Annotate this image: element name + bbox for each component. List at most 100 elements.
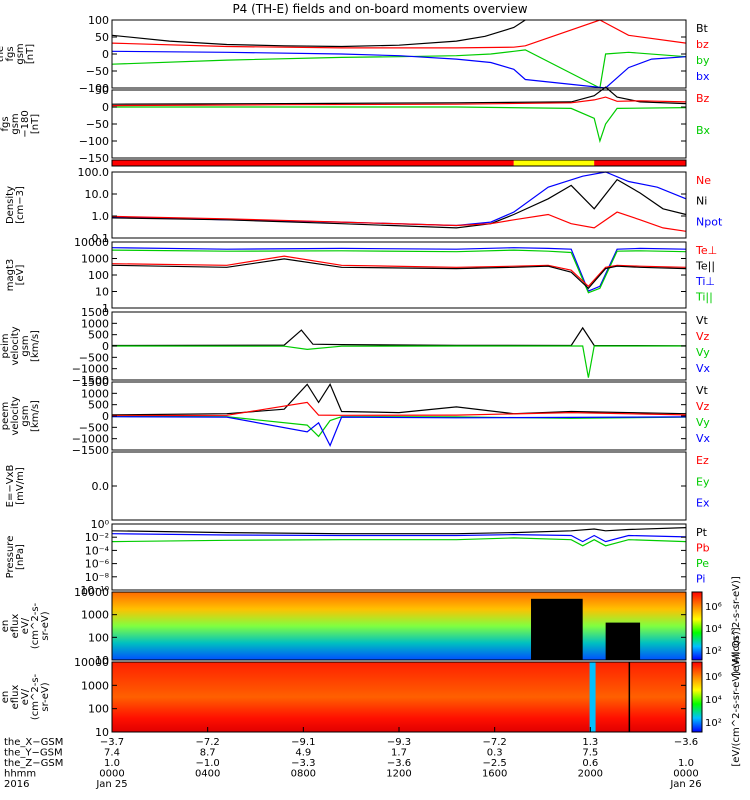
panel-frame [111, 171, 687, 239]
y-tick-label: 10000 [74, 586, 109, 599]
x-row-label: the_X−GSM [4, 737, 63, 748]
y-tick-label: 10000 [74, 236, 109, 249]
x-row-value: Jan 25 [95, 779, 127, 790]
colorbar-label: [eV/(cm^2-s-sr-eV) (All Qs)] [731, 627, 742, 766]
y-axis-label-line: velocity [10, 326, 21, 365]
legend-item: Npot [696, 215, 723, 228]
legend-item: Te⊥ [695, 244, 717, 257]
y-axis-label-line: sr-eV) [40, 611, 51, 640]
spectrogram-feature [589, 662, 596, 732]
series-fgs_gsm-bz [111, 19, 687, 49]
y-tick-label: −1500 [72, 374, 109, 387]
x-row-value: 1600 [482, 769, 507, 780]
y-tick-label: 1000 [81, 609, 109, 622]
spectrogram-feature [628, 662, 631, 732]
panel-peer_spectrogram: 10000 1000 100 10 thepeerenefluxeV/(cm^2-s-s… [0, 656, 687, 739]
panel-frame [111, 89, 687, 159]
y-axis-label-line: peem [0, 402, 11, 430]
x-row-value: 0.6 [582, 758, 598, 769]
legend-item: Vz [696, 330, 710, 343]
colorbar-label-text: [eV/(cm^2-s-sr-eV) (All Qs)] [731, 627, 742, 766]
legend-item: Ti⊥ [695, 275, 715, 288]
x-row-value: 2000 [578, 769, 603, 780]
y-tick-label: 50 [95, 31, 109, 44]
y-tick-label: −500 [79, 351, 109, 364]
y-axis-label-line: gsm [10, 113, 21, 134]
y-tick-label: 0 [102, 101, 109, 114]
x-row-value: −2.5 [483, 758, 507, 769]
y-axis-label: thepeirenefluxeV/(cm^2-s-sr-eV) [0, 602, 51, 649]
y-tick-label: 1500 [81, 306, 109, 319]
y-axis-label-line: −180 [20, 110, 31, 137]
panel-frame [111, 591, 687, 661]
y-tick-label: −100 [79, 82, 109, 95]
y-tick-label: 1.0 [92, 210, 110, 223]
x-row-value: −7.2 [483, 737, 507, 748]
colorbar-tick: 10⁴ [705, 695, 722, 706]
y-tick-label: 10⁻¹⁰ [80, 584, 109, 597]
colorbar-tick: 10² [705, 718, 722, 729]
y-axis-label-line: Density [5, 186, 16, 224]
y-axis-label-line: [mV/m] [15, 467, 26, 505]
panel-frame [111, 451, 687, 521]
legend-item: Pb [696, 542, 710, 555]
series-fgs_gse-bx [112, 106, 687, 144]
y-axis-label-line: gsm [15, 43, 26, 64]
y-tick-label: 1 [102, 302, 109, 315]
colorbar-peir [691, 591, 703, 661]
x-row-value: 1.0 [104, 758, 120, 769]
y-axis-label-line: fgs [5, 46, 16, 61]
mode-bar-frame [111, 159, 687, 167]
y-tick-label: 0.0 [92, 480, 110, 493]
legend-item: Vz [696, 400, 710, 413]
y-tick-label: 0.1 [92, 232, 110, 245]
y-axis-label-line: eflux [10, 614, 21, 639]
legend-item: Vy [696, 346, 710, 359]
y-axis-label-line: fgs [0, 116, 11, 131]
x-row-label: 2016 [4, 779, 29, 790]
legend-item: Bz [696, 92, 710, 105]
x-axis-table: the_X−GSM −3.7 −7.2 −9.1 −9.3 −7.2 1.3 −3.6 the_… [4, 727, 702, 790]
y-tick-label: 10.0 [85, 188, 110, 201]
y-axis-label-line: [nPa] [15, 544, 26, 570]
y-axis-label-line: the [0, 408, 1, 424]
y-axis-label-line: [km/s] [30, 330, 41, 362]
y-axis-label-line: en [0, 691, 11, 704]
legend-item: Ez [696, 454, 709, 467]
colorbar-tick: 10⁶ [705, 602, 722, 613]
x-row-label: hhmm [4, 769, 36, 780]
legend-item: Ne [696, 174, 711, 187]
y-axis-label-line: [nT] [25, 44, 36, 64]
series-pressure-pt [111, 527, 687, 535]
x-row-value: 4.9 [295, 748, 311, 759]
y-axis-label-line: the [0, 46, 6, 62]
series-fgs_gsm-bx [111, 50, 687, 89]
series-temperature-ti [111, 247, 687, 292]
x-row-value: 8.7 [200, 748, 216, 759]
y-axis-label: thepeerenefluxeV/(cm^2-s-sr-eV) [0, 673, 51, 720]
series-peem_velocity-vt [111, 383, 687, 416]
x-row-value: 0000 [673, 769, 698, 780]
y-axis-label: thepeemvelocitygsm[km/s] [0, 396, 41, 435]
legend-item: Bt [696, 22, 709, 35]
y-axis-label-line: eV/ [20, 617, 31, 634]
y-tick-label: −100 [79, 135, 109, 148]
mode-bar-segment [112, 160, 514, 166]
panel-frame [111, 381, 687, 451]
y-axis-label-line: Pressure [5, 536, 16, 579]
y-axis-label: Density [cm−3] [5, 186, 26, 224]
x-row-value: 0.3 [487, 748, 503, 759]
spectrogram-nodata [531, 598, 583, 660]
y-tick-label: 50 [95, 84, 109, 97]
y-tick-label: 100 [88, 269, 109, 282]
y-axis-label: E=−VxB [mV/m] [5, 465, 26, 508]
y-axis-label-line: peer [0, 685, 1, 709]
y-tick-label: −1500 [72, 444, 109, 457]
colorbar-label: [eV/(cm^2-s-sr-eV)] [731, 576, 742, 676]
series-temperature-te [111, 258, 687, 290]
x-row-value: 1.7 [391, 748, 407, 759]
y-axis-label-line: eV/ [20, 688, 31, 705]
y-axis-label-line: gsm [20, 405, 31, 426]
y-tick-label: 100 [88, 631, 109, 644]
